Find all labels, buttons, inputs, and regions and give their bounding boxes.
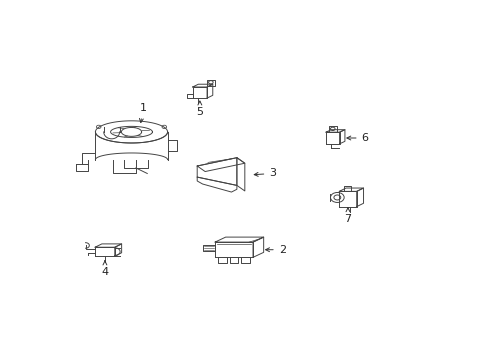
Text: 7: 7 [344, 208, 351, 224]
Text: 5: 5 [196, 101, 203, 117]
Text: 4: 4 [101, 261, 108, 277]
Text: 2: 2 [266, 245, 286, 255]
Text: 6: 6 [347, 133, 368, 143]
Text: 1: 1 [139, 103, 147, 122]
Text: 3: 3 [254, 168, 276, 179]
